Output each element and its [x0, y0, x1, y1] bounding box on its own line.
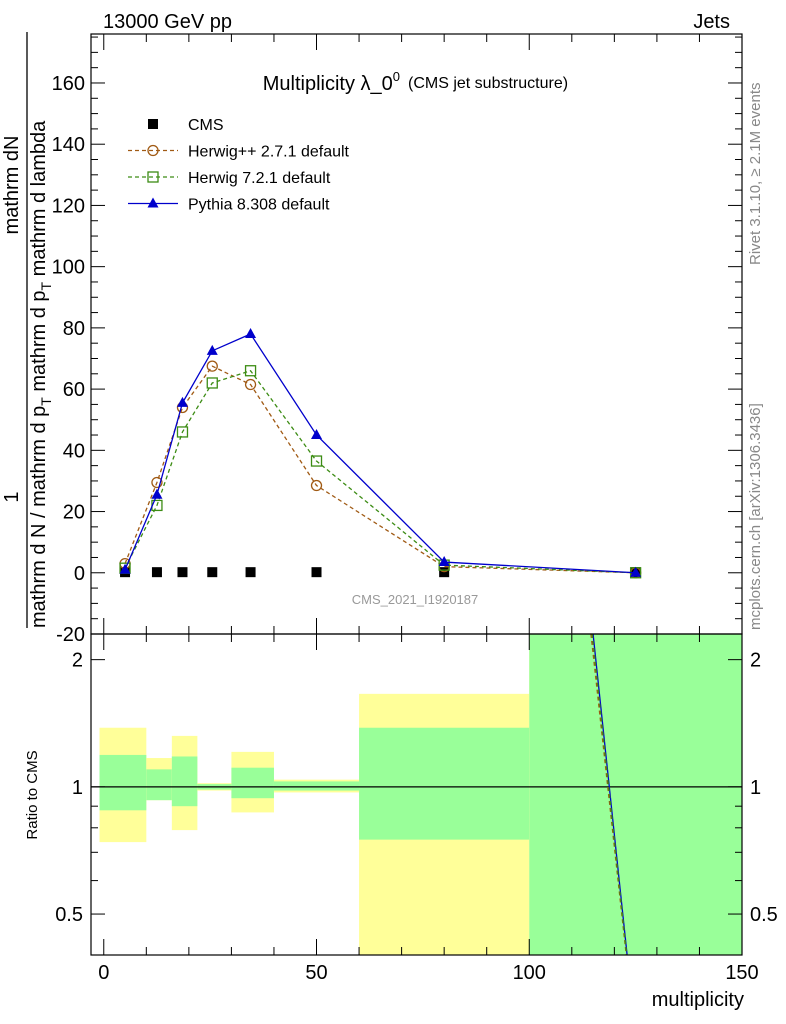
point-3-5	[311, 429, 323, 440]
y-axis-label: 1 mathrm dN mathrm d N / mathrm d pT mat…	[1, 32, 54, 628]
header-left: 13000 GeV pp	[103, 11, 232, 33]
legend-marker-1	[147, 144, 159, 157]
y-label-denominator: mathrm d N / mathrm d pT mathrm d pT mat…	[28, 120, 54, 628]
series-layer	[119, 328, 642, 579]
ratio-ytick-label-right-0.5: 0.5	[750, 904, 778, 926]
point-3-6	[438, 556, 450, 567]
band-green-2	[171, 756, 198, 807]
y-label-numerator: 1	[1, 491, 23, 502]
series-line-3	[124, 333, 636, 574]
point-3-0	[119, 563, 131, 574]
point-2-2	[176, 426, 189, 438]
band-green-5	[273, 781, 360, 791]
ratio-ytick-label-right-1: 1	[750, 777, 761, 799]
ratio-ytick-label-right-2: 2	[750, 650, 761, 672]
series-line-1	[124, 365, 636, 574]
band-green-6	[359, 727, 530, 840]
ratio-bands	[99, 634, 742, 955]
x-axis-label: multiplicity	[652, 989, 744, 1011]
band-green-1	[146, 769, 172, 801]
point-3-4	[245, 328, 257, 338]
ratio-lines	[91, 633, 742, 956]
legend-entry-0: CMS	[148, 117, 224, 134]
point-0-3	[207, 567, 218, 578]
ratio-line-2	[591, 633, 628, 956]
ratio-ytick-label-left-1: 1	[72, 777, 83, 799]
ratio-xtick-label-100: 100	[513, 962, 546, 984]
ratio-xtick-label-150: 150	[725, 962, 758, 984]
point-2-4	[244, 365, 257, 377]
main-ytick-label--20: -20	[56, 624, 85, 646]
point-0-4	[245, 567, 256, 578]
main-ytick-label-20: 20	[63, 502, 85, 524]
legend: CMS Herwig++ 2.7.1 default Herwig 7.2.1 de…	[128, 117, 350, 214]
point-2-5	[310, 455, 323, 467]
ratio-xtick-label-50: 50	[305, 962, 327, 984]
point-0-1	[151, 567, 162, 578]
legend-label-2: Herwig 7.2.1 default	[188, 170, 331, 187]
main-ytick-label-60: 60	[63, 379, 85, 401]
y-label-numerator-2: mathrm dN	[1, 136, 23, 235]
legend-marker-0	[148, 119, 158, 129]
band-green-4	[231, 767, 274, 799]
header-right: Jets	[693, 11, 730, 33]
series-line-2	[124, 369, 636, 574]
main-ytick-label-140: 140	[52, 134, 85, 156]
point-1-3	[206, 360, 218, 372]
point-3-7	[630, 566, 642, 577]
ratio-frame	[90, 633, 743, 956]
point-1-1	[151, 476, 163, 489]
main-ytick-label-120: 120	[52, 195, 85, 217]
point-0-5	[311, 567, 322, 578]
legend-label-0: CMS	[188, 117, 224, 134]
point-3-1	[151, 488, 163, 499]
ratio-y-label: Ratio to CMS	[24, 750, 41, 839]
watermark: CMS_2021_I1920187	[352, 592, 479, 607]
point-0-2	[177, 567, 188, 578]
point-1-5	[310, 479, 323, 492]
legend-entry-2: Herwig 7.2.1 default	[128, 170, 331, 187]
side-label-mcplots: mcplots.cern.ch [arXiv:1306.3436]	[747, 403, 764, 630]
chart-title: Multiplicity λ_00	[263, 69, 400, 95]
ratio-xtick-label-0: 0	[98, 962, 109, 984]
point-2-3	[206, 377, 218, 389]
point-1-4	[244, 378, 257, 391]
legend-label-3: Pythia 8.308 default	[188, 197, 330, 214]
point-3-3	[206, 344, 218, 355]
ratio-ytick-label-left-0.5: 0.5	[55, 904, 83, 926]
legend-marker-2	[147, 171, 159, 183]
main-ytick-label-0: 0	[74, 563, 85, 585]
legend-marker-3	[147, 197, 159, 208]
point-3-2	[176, 396, 188, 407]
axes	[90, 33, 743, 956]
band-green-0	[99, 754, 147, 811]
main-ytick-label-40: 40	[63, 440, 85, 462]
band-green-7	[529, 634, 742, 955]
main-ytick-label-80: 80	[63, 318, 85, 340]
main-ytick-label-100: 100	[52, 257, 85, 279]
legend-label-1: Herwig++ 2.7.1 default	[188, 144, 350, 161]
main-ytick-label-160: 160	[52, 73, 85, 95]
side-label-rivet: Rivet 3.1.10, ≥ 2.1M events	[747, 83, 764, 266]
ratio-ytick-label-left-2: 2	[72, 650, 83, 672]
tick-labels: -20 0 20 40 60 80 100 120 140 160 0 50 100 150 0.5 0.5 1…	[52, 73, 778, 984]
chart-subtitle: (CMS jet substructure)	[408, 75, 568, 92]
legend-entry-1: Herwig++ 2.7.1 default	[128, 144, 350, 161]
legend-entry-3: Pythia 8.308 default	[128, 197, 330, 214]
